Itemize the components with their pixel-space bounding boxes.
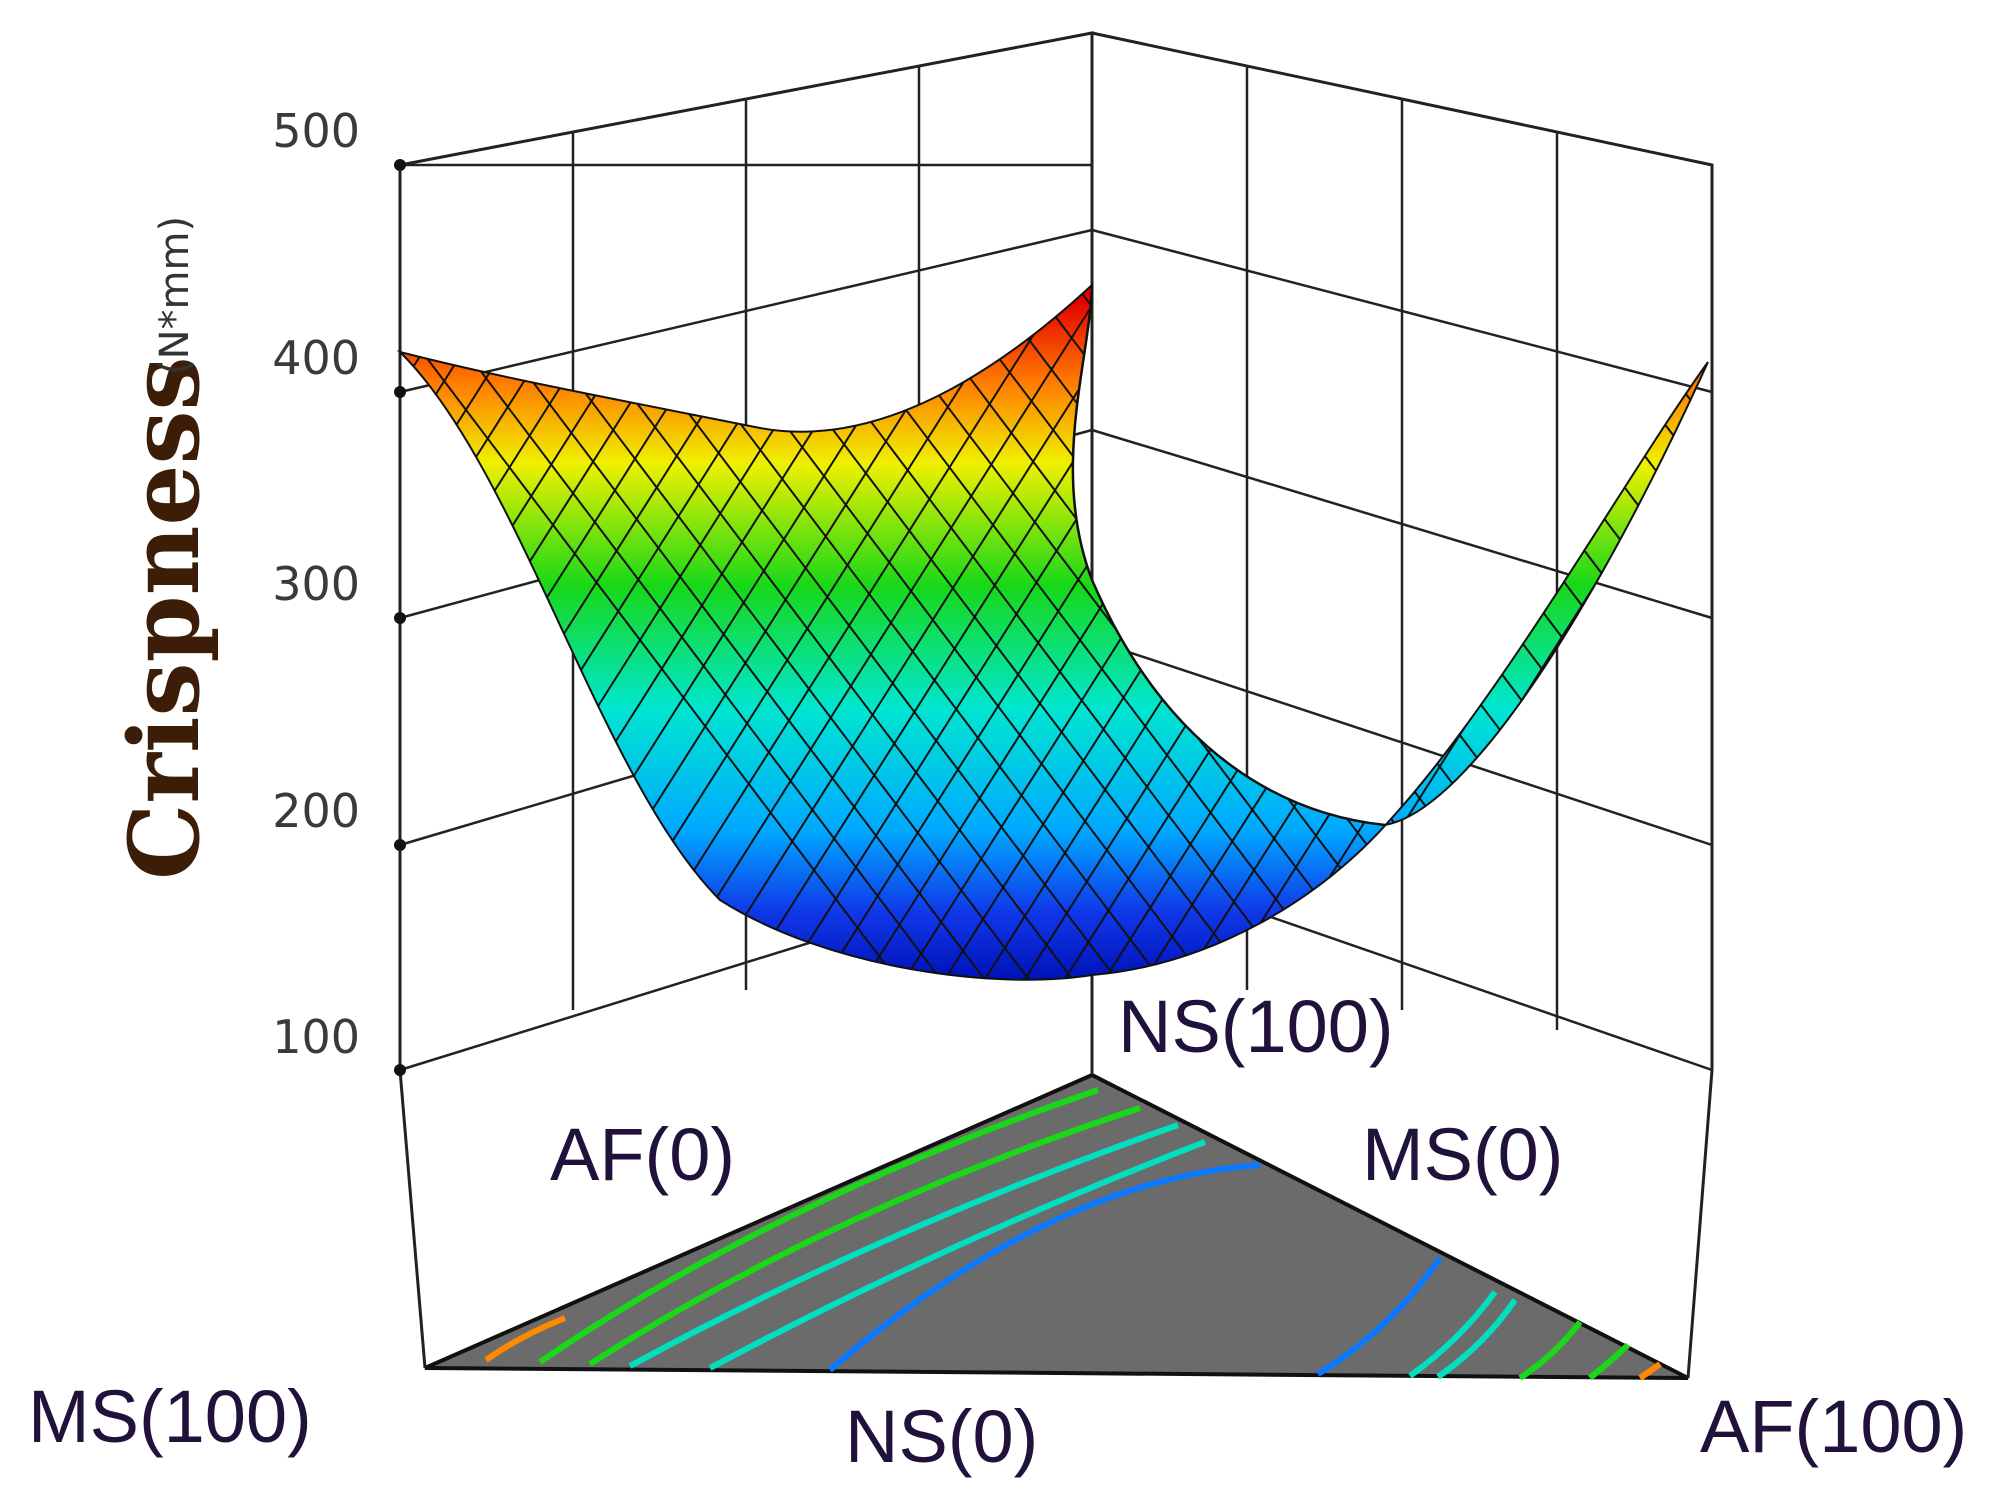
surface-mesh-line-b bbox=[1179, 285, 1701, 980]
corner-label-af0: AF(0) bbox=[550, 1113, 735, 1196]
z-axis-tick-labels: 500 400 300 200 100 bbox=[272, 104, 360, 1064]
contour-floor bbox=[398, 1069, 1714, 1381]
contour-cyan-right-2 bbox=[1436, 1298, 1518, 1380]
floor-triangle bbox=[424, 1072, 1689, 1380]
corner-label-ns0: NS(0) bbox=[845, 1395, 1038, 1478]
z-tick-label-200: 200 bbox=[272, 784, 360, 838]
surface-mesh-line-b bbox=[400, 285, 461, 980]
floor-right-connector bbox=[1686, 1069, 1714, 1379]
z-tick-label-100: 100 bbox=[272, 1010, 360, 1064]
z-tick-label-400: 400 bbox=[272, 331, 360, 385]
contour-orange-right bbox=[1638, 1361, 1662, 1381]
contour-cyan-left-1 bbox=[628, 1122, 1179, 1369]
floor-left-connector bbox=[398, 1069, 427, 1369]
mixture-corner-labels: MS(100) AF(100) NS(100) NS(0) AF(0) MS(0… bbox=[28, 985, 1967, 1478]
floor-contour-lines bbox=[484, 1087, 1662, 1381]
z-tick-label-500: 500 bbox=[272, 104, 360, 158]
surface-mesh-line-b bbox=[1339, 285, 1708, 980]
contour-blue-main bbox=[828, 1162, 1261, 1373]
z-axis-title-group: Crispness (N*mm) bbox=[108, 216, 221, 880]
z-tick-dot-300 bbox=[394, 612, 406, 624]
surface-mesh-line-a bbox=[1693, 285, 1708, 980]
contour-green-right-2 bbox=[1588, 1342, 1631, 1381]
contour-orange-left bbox=[484, 1315, 567, 1363]
surface-fill bbox=[396, 282, 1709, 981]
surface-mesh-line-a bbox=[1561, 285, 1708, 980]
surface-mesh-line-a bbox=[1341, 285, 1708, 980]
z-axis-tick-marks bbox=[394, 159, 406, 1076]
corner-label-ms100: MS(100) bbox=[28, 1375, 312, 1458]
surface-mesh-line-a bbox=[1297, 285, 1708, 980]
z-tick-dot-100 bbox=[394, 1064, 406, 1076]
corner-label-ms0: MS(0) bbox=[1362, 1113, 1563, 1196]
surface-mesh-line-b bbox=[1379, 285, 1708, 980]
surface-mesh-line-b bbox=[400, 285, 501, 980]
surface-front-edge bbox=[1071, 284, 1386, 827]
contour-cyan-left-2 bbox=[708, 1139, 1207, 1371]
surface-mesh-line-a bbox=[1385, 285, 1708, 980]
surface-mesh-line-b bbox=[1259, 285, 1708, 980]
surface-mesh-line-a bbox=[1649, 285, 1708, 980]
surface-mesh-line-a bbox=[1782, 230, 2010, 1050]
contour-green-right-1 bbox=[1518, 1320, 1583, 1381]
contour-blue-right bbox=[1316, 1256, 1443, 1377]
contour-cyan-right-1 bbox=[1408, 1290, 1498, 1379]
z-axis-title: Crispness bbox=[108, 356, 221, 880]
contour-green-left-2 bbox=[588, 1105, 1141, 1367]
right-wall-outline bbox=[1091, 31, 1714, 1070]
z-tick-label-300: 300 bbox=[272, 557, 360, 611]
corner-label-ns100: NS(100) bbox=[1118, 985, 1394, 1068]
z-tick-dot-200 bbox=[394, 839, 406, 851]
contour-green-left-1 bbox=[538, 1087, 1099, 1365]
z-axis-unit: (N*mm) bbox=[152, 216, 198, 375]
surface-mesh-line-b bbox=[1139, 285, 1661, 980]
surface-mesh-line-b bbox=[1059, 285, 1581, 980]
surface-mesh-line-a bbox=[1517, 285, 1708, 980]
surface-mesh-line-b bbox=[400, 285, 541, 980]
z-tick-dot-500 bbox=[394, 159, 406, 171]
surface-mesh-line-a bbox=[1165, 285, 1708, 980]
surface-mesh-line-a bbox=[1429, 285, 1708, 980]
corner-label-af100: AF(100) bbox=[1700, 1385, 1967, 1468]
surface-mesh-line-a bbox=[1738, 230, 2010, 1050]
z-tick-dot-400 bbox=[394, 386, 406, 398]
surface-mesh-line-a bbox=[1605, 285, 1708, 980]
